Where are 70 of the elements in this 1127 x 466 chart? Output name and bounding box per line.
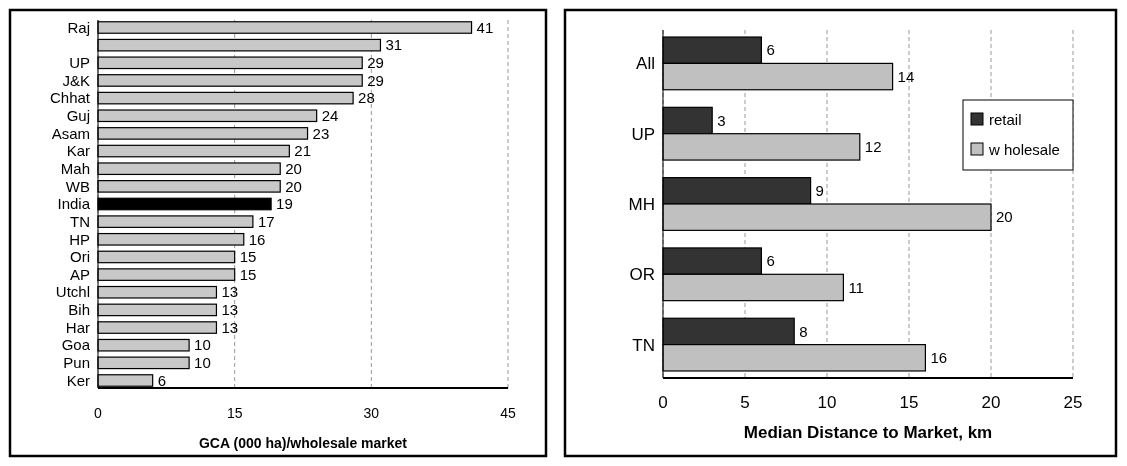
- data-label: 17: [257, 212, 275, 230]
- data-label: 31: [385, 36, 403, 54]
- x-axis-title: Median Distance to Market, km: [743, 423, 993, 442]
- data-label: 8: [799, 322, 808, 340]
- y-tick-label: Goa: [61, 336, 91, 354]
- data-label: 29: [367, 71, 384, 89]
- y-tick-label: Chhat: [49, 89, 91, 107]
- y-tick-label: HP: [69, 230, 90, 248]
- y-tick-label: Mah: [60, 159, 90, 177]
- y-tick-label: AP: [69, 265, 90, 283]
- data-label: 15: [239, 248, 257, 266]
- data-label: 6: [157, 371, 167, 389]
- data-label: 20: [996, 208, 1013, 226]
- data-label: 10: [194, 336, 211, 354]
- y-tick-label: India: [57, 195, 91, 213]
- x-tick-label: 15: [226, 405, 243, 421]
- y-tick-label: Guj: [66, 107, 90, 124]
- data-label: 24: [321, 107, 339, 124]
- data-label: 9: [815, 182, 824, 200]
- data-label: 15: [239, 265, 257, 283]
- y-tick-label: Asam: [51, 124, 90, 142]
- data-label: 29: [367, 54, 384, 72]
- data-label: 13: [221, 283, 239, 301]
- x-tick-label: 25: [1063, 393, 1083, 412]
- y-tick-label: Utchl: [55, 283, 90, 301]
- data-label: 28: [358, 89, 375, 107]
- y-tick-label: TN: [632, 335, 655, 355]
- data-label: 41: [476, 18, 494, 36]
- legend-label: w holesale: [988, 141, 1060, 159]
- data-label: 20: [285, 159, 302, 177]
- y-tick-label: OR: [629, 265, 655, 285]
- x-tick-label: 15: [899, 393, 919, 412]
- y-tick-label: Pun: [63, 354, 90, 372]
- data-label: 6: [766, 41, 775, 59]
- data-label: 13: [221, 318, 239, 336]
- y-tick-label: All: [636, 54, 655, 74]
- y-tick-label: WB: [65, 177, 90, 195]
- legend-label: retail: [989, 111, 1022, 129]
- y-tick-label: TN: [70, 212, 90, 230]
- x-tick-label: 5: [740, 393, 750, 412]
- x-tick-label: 10: [817, 393, 837, 412]
- x-tick-label: 0: [658, 393, 668, 412]
- data-label: 10: [194, 354, 211, 372]
- data-label: 16: [248, 230, 266, 248]
- data-label: 6: [766, 252, 775, 270]
- x-tick-label: 0: [94, 405, 103, 421]
- y-tick-label: Raj: [67, 18, 90, 36]
- y-tick-label: Ker: [66, 371, 90, 389]
- data-label: 14: [897, 67, 915, 85]
- data-label: 12: [864, 138, 882, 156]
- data-label: 19: [276, 195, 293, 213]
- x-axis-title: GCA (000 ha)/wholesale market: [198, 435, 408, 451]
- x-tick-label: 30: [363, 405, 380, 421]
- y-tick-label: Har: [65, 318, 90, 336]
- y-tick-label: UP: [69, 54, 90, 72]
- y-tick-label: Kar: [66, 142, 90, 160]
- data-label: 21: [294, 142, 312, 160]
- data-label: 23: [312, 124, 330, 142]
- data-label: 20: [285, 177, 302, 195]
- y-tick-label: UP: [631, 124, 655, 144]
- data-label: 16: [930, 349, 948, 367]
- data-label: 13: [221, 301, 239, 319]
- y-tick-label: Bih: [68, 301, 90, 319]
- y-tick-label: Ori: [70, 248, 90, 266]
- data-label: 3: [717, 111, 726, 129]
- data-label: 11: [848, 278, 864, 296]
- y-tick-label: MH: [628, 194, 655, 214]
- x-tick-label: 20: [981, 393, 1001, 412]
- y-tick-label: J&K: [62, 71, 90, 89]
- x-tick-label: 45: [500, 405, 516, 421]
